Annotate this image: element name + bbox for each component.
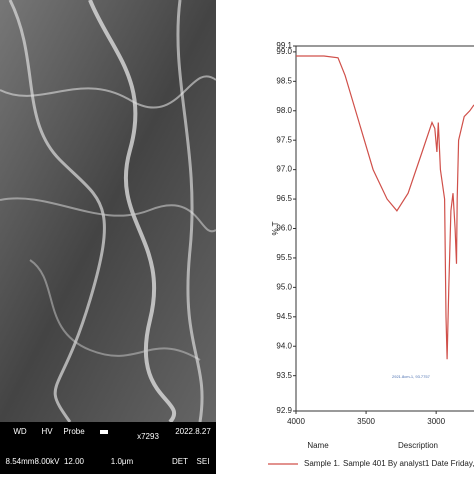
sem-value: 12.00	[64, 457, 85, 466]
y-tick-label: 99.1	[276, 41, 292, 50]
annotation: 2921.8cm-1, 93.7757	[392, 374, 431, 379]
sem-det-value: SEI	[197, 457, 210, 466]
sem-date: 2022.8.27	[175, 427, 211, 436]
x-tick-label: 3000	[427, 417, 445, 426]
x-tick-label: 3500	[357, 417, 375, 426]
y-tick-label: 94.5	[276, 312, 292, 321]
y-tick-label: 97.0	[276, 165, 292, 174]
sem-image	[0, 0, 217, 474]
legend-description: Sample 401 By analyst1 Date Friday, Augu…	[343, 459, 474, 468]
sem-scale: 1.0μm	[111, 457, 134, 466]
y-tick-label: 95.0	[276, 282, 292, 291]
sem-value: 8.00kV	[35, 457, 61, 466]
y-tick-label: 96.0	[276, 224, 292, 233]
y-tick-label: 99.0	[276, 47, 292, 56]
y-tick-label: 94.0	[276, 341, 292, 350]
sem-label: WD	[13, 427, 27, 436]
sem-det-label: DET	[172, 457, 188, 466]
sem-magnification: x7293	[137, 432, 159, 441]
scale-bar	[100, 430, 108, 434]
y-tick-label: 97.5	[276, 135, 292, 144]
x-tick-label: 4000	[287, 417, 305, 426]
y-tick-label: 92.9	[276, 406, 292, 415]
y-tick-label: 98.0	[276, 106, 292, 115]
legend-header: Name	[307, 441, 329, 450]
y-axis-label: % T	[271, 221, 280, 235]
legend-header: Description	[398, 441, 438, 450]
sem-label: HV	[41, 427, 53, 436]
sem-value: 8.54mm	[6, 457, 35, 466]
sem-label: Probe	[63, 427, 85, 436]
y-tick-label: 96.5	[276, 194, 292, 203]
y-tick-label: 93.5	[276, 371, 292, 380]
y-tick-label: 98.5	[276, 76, 292, 85]
y-tick-label: 95.5	[276, 253, 292, 262]
legend-name: Sample 1.	[304, 459, 340, 468]
line-series	[296, 55, 474, 360]
